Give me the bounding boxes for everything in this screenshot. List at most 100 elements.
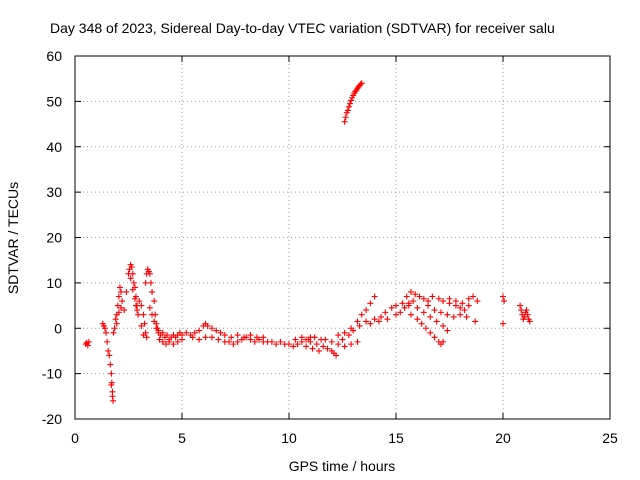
data-point (101, 325, 108, 332)
data-point (241, 334, 248, 341)
axis-ticks (74, 55, 611, 420)
data-point (164, 332, 171, 339)
data-point (367, 320, 374, 327)
x-tick-label: 0 (71, 430, 79, 446)
data-point (174, 338, 181, 345)
data-point (84, 342, 91, 349)
data-point (320, 343, 327, 350)
data-point (420, 309, 427, 316)
data-point (196, 327, 203, 334)
y-tick-label: -10 (42, 366, 62, 382)
data-point (128, 263, 135, 270)
data-point (142, 279, 149, 286)
data-point (524, 311, 531, 318)
data-point (108, 370, 115, 377)
data-point (378, 313, 385, 320)
y-tick-label: -20 (42, 411, 62, 427)
data-point (140, 332, 147, 339)
data-point (452, 298, 459, 305)
data-point (119, 298, 126, 305)
data-point (292, 336, 299, 343)
data-point (138, 302, 145, 309)
data-point (350, 327, 357, 334)
data-point (328, 338, 335, 345)
data-point (298, 334, 305, 341)
data-point (472, 318, 479, 325)
data-point (322, 336, 329, 343)
data-point (363, 318, 370, 325)
data-point (162, 341, 169, 348)
data-point (290, 343, 297, 350)
data-point (118, 304, 125, 311)
data-point (437, 309, 444, 316)
data-point (234, 332, 241, 339)
data-point (523, 307, 530, 314)
data-point (135, 311, 142, 318)
y-tick-labels: -20 -10 0 10 20 30 40 50 60 (42, 48, 62, 427)
data-point (457, 304, 464, 311)
data-point (112, 316, 119, 323)
data-point (384, 316, 391, 323)
data-point (273, 341, 280, 348)
data-point (115, 309, 122, 316)
data-point (450, 313, 457, 320)
data-point (202, 334, 209, 341)
data-point (414, 316, 421, 323)
data-point (109, 393, 116, 400)
data-point (166, 338, 173, 345)
data-point (104, 338, 111, 345)
data-point (352, 88, 359, 95)
x-tick-label: 15 (388, 430, 404, 446)
data-point (410, 298, 417, 305)
data-point (354, 318, 361, 325)
data-point (418, 320, 425, 327)
data-point (129, 270, 136, 277)
data-point (268, 338, 275, 345)
data-point (446, 295, 453, 302)
data-point (518, 307, 525, 314)
data-point (151, 298, 158, 305)
data-point (371, 293, 378, 300)
data-point (356, 322, 363, 329)
data-point (159, 329, 166, 336)
data-point (127, 275, 134, 282)
data-point (433, 318, 440, 325)
data-point (345, 332, 352, 339)
x-axis-label: GPS time / hours (289, 458, 396, 474)
x-tick-label: 5 (178, 430, 186, 446)
x-tick-label: 25 (602, 430, 618, 446)
data-point (341, 118, 348, 125)
data-point (348, 97, 355, 104)
data-point (159, 338, 166, 345)
data-point (110, 397, 117, 404)
data-point (107, 361, 114, 368)
data-point (397, 309, 404, 316)
y-tick-label: 40 (46, 139, 62, 155)
data-point (354, 338, 361, 345)
data-point (393, 302, 399, 309)
data-point (146, 270, 153, 277)
data-point (403, 293, 410, 300)
data-point (526, 318, 533, 325)
data-point (114, 302, 121, 309)
data-point (155, 327, 162, 334)
y-axis-label: SDTVAR / TECUs (5, 182, 21, 294)
x-tick-label: 10 (281, 430, 297, 446)
data-point (111, 325, 118, 332)
data-point (425, 302, 432, 309)
data-point (105, 347, 112, 354)
data-point (115, 293, 122, 300)
data-point (371, 316, 378, 323)
data-point (132, 302, 139, 309)
data-point (517, 302, 524, 309)
y-tick-label: 60 (46, 48, 62, 64)
data-point (346, 100, 353, 107)
chart-title: Day 348 of 2023, Sidereal Day-to-day VTE… (50, 20, 555, 36)
data-point (191, 329, 198, 336)
data-point (213, 327, 220, 334)
data-point (399, 300, 406, 307)
data-point (221, 332, 228, 339)
data-point (110, 329, 117, 336)
data-point (416, 293, 423, 300)
data-point (228, 334, 235, 341)
